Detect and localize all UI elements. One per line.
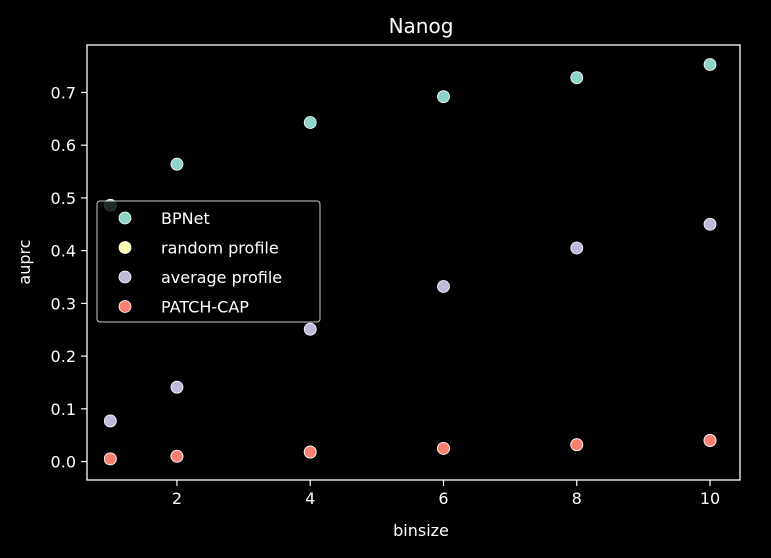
x-tick-label: 6 bbox=[438, 489, 448, 508]
data-point-bpnet bbox=[303, 116, 317, 129]
y-axis-label: auprc bbox=[15, 239, 34, 284]
data-point-average-profile bbox=[103, 414, 117, 428]
chart-title: Nanog bbox=[389, 14, 454, 38]
data-point-bpnet bbox=[570, 71, 584, 85]
x-tick-label: 10 bbox=[700, 489, 720, 508]
data-point-average-profile bbox=[570, 241, 584, 255]
legend-label: PATCH-CAP bbox=[161, 298, 249, 317]
legend-marker bbox=[118, 211, 132, 225]
data-point-patch-cap bbox=[303, 445, 317, 459]
x-tick-label: 4 bbox=[305, 489, 315, 508]
data-point-patch-cap bbox=[703, 434, 717, 447]
data-point-average-profile bbox=[170, 380, 184, 394]
y-tick-label: 0.7 bbox=[51, 83, 76, 102]
x-tick-label: 8 bbox=[572, 489, 582, 508]
legend-label: random profile bbox=[161, 239, 279, 258]
plot-area bbox=[103, 58, 717, 466]
legend: BPNet random profile average profile PATCH-… bbox=[96, 200, 321, 323]
data-point-patch-cap bbox=[570, 438, 584, 452]
legend-box bbox=[96, 200, 321, 323]
legend-marker bbox=[118, 241, 132, 254]
data-point-average-profile bbox=[437, 280, 450, 293]
y-tick-label: 0.0 bbox=[51, 453, 76, 472]
y-tick-label: 0.1 bbox=[51, 400, 76, 419]
x-axis-label: binsize bbox=[393, 521, 449, 540]
y-tick-label: 0.3 bbox=[51, 294, 76, 313]
data-point-bpnet bbox=[437, 90, 450, 104]
data-point-bpnet bbox=[703, 58, 717, 71]
y-tick-label: 0.4 bbox=[51, 242, 76, 261]
data-point-average-profile bbox=[703, 217, 717, 231]
y-tick-label: 0.2 bbox=[51, 347, 76, 366]
legend-marker bbox=[118, 270, 132, 284]
data-point-bpnet bbox=[170, 157, 184, 171]
legend-label: average profile bbox=[161, 268, 282, 287]
data-point-patch-cap bbox=[103, 452, 117, 466]
y-tick-label: 0.5 bbox=[51, 189, 76, 208]
y-tick-label: 0.6 bbox=[51, 136, 76, 155]
x-tick-label: 2 bbox=[172, 489, 182, 508]
legend-marker bbox=[118, 300, 132, 313]
legend-label: BPNet bbox=[161, 209, 210, 228]
data-point-patch-cap bbox=[437, 441, 450, 455]
data-point-average-profile bbox=[303, 322, 317, 336]
data-point-patch-cap bbox=[170, 449, 184, 463]
axes-frame bbox=[86, 44, 741, 481]
